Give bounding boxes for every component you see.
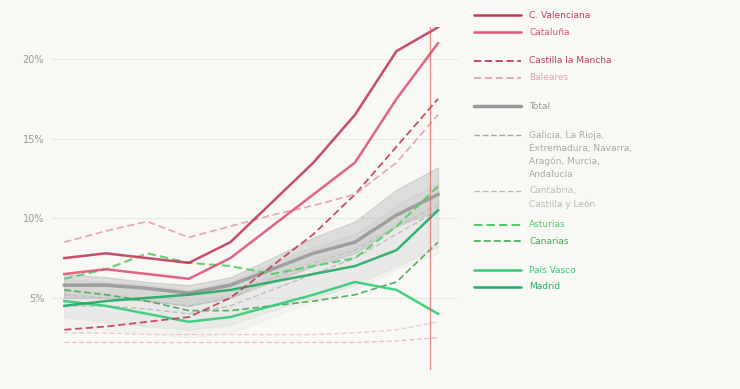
Text: Galicia, La Rioja,: Galicia, La Rioja, (529, 131, 605, 140)
Text: Madrid: Madrid (529, 282, 560, 291)
Text: Extremadura, Navarra,: Extremadura, Navarra, (529, 144, 632, 153)
Text: País Vasco: País Vasco (529, 266, 576, 275)
Text: Asturias: Asturias (529, 220, 566, 229)
Text: Aragón, Murcia,: Aragón, Murcia, (529, 156, 600, 166)
Text: Cataluña: Cataluña (529, 28, 570, 37)
Text: C. Valenciana: C. Valenciana (529, 11, 591, 20)
Text: Total: Total (529, 102, 551, 111)
Text: Cantabria,: Cantabria, (529, 186, 576, 195)
Text: Canarias: Canarias (529, 237, 568, 246)
Text: Castilla la Mancha: Castilla la Mancha (529, 56, 612, 65)
Text: Castilla y León: Castilla y León (529, 199, 596, 209)
Text: Baleares: Baleares (529, 73, 568, 82)
Text: Andalucía: Andalucía (529, 170, 574, 179)
